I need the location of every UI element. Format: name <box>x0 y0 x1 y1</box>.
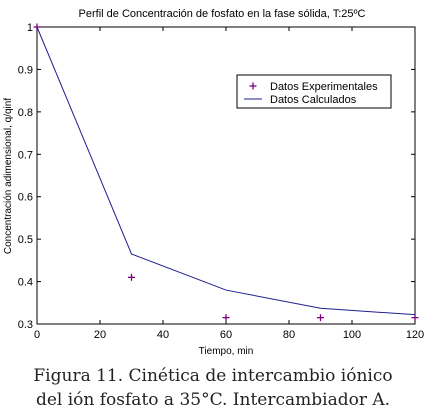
y-tick-label: 0.5 <box>18 234 33 246</box>
data-point-experimental <box>317 314 324 322</box>
y-tick-label: 0.9 <box>18 64 33 76</box>
legend-box <box>236 74 392 109</box>
y-tick-label: 0.8 <box>18 107 33 119</box>
data-point-experimental <box>128 273 135 281</box>
series-line-calculados <box>36 26 416 316</box>
chart-svg: Perfil de Concentración de fosfato en la… <box>3 8 424 357</box>
figure-caption: Figura 11. Cinética de intercambio iónic… <box>0 364 426 412</box>
caption-line-2: del ión fosfato a 35°C. Intercambiador A… <box>35 390 391 410</box>
y-tick-label: 0.7 <box>18 149 33 161</box>
legend-marker-swatch <box>249 82 257 90</box>
x-tick-label: 80 <box>283 329 295 341</box>
y-tick-label: 0.6 <box>18 192 33 204</box>
data-point-experimental <box>222 314 230 322</box>
chart-title: Perfil de Concentración de fosfato en la… <box>79 8 366 20</box>
x-tick-label: 100 <box>343 329 361 341</box>
series-layer <box>33 23 419 322</box>
data-point-experimental <box>411 314 419 322</box>
y-tick-label: 0.4 <box>18 277 33 289</box>
y-tick-label: 0.3 <box>18 319 33 331</box>
y-tick-label: 1 <box>27 22 33 34</box>
x-tick-label: 60 <box>220 329 232 341</box>
x-tick-label: 20 <box>94 329 106 341</box>
x-tick-label: 120 <box>406 329 424 341</box>
chart-figure: Perfil de Concentración de fosfato en la… <box>3 8 424 357</box>
legend-label: Datos Calculados <box>270 94 357 106</box>
x-tick-label: 40 <box>157 329 169 341</box>
caption-line-1: Figura 11. Cinética de intercambio iónic… <box>33 366 393 386</box>
legend-label: Datos Experimentales <box>270 81 378 93</box>
plot-area <box>36 26 416 325</box>
y-axis-label: Concentración adimensional, q/qinf <box>3 98 14 254</box>
axis-ticks: 0 20 40 60 80 100 120 0.3 0.4 0.5 0.6 0.7 0.8 0.9 1 <box>18 22 424 341</box>
x-axis-label: Tiempo, min <box>199 346 254 357</box>
x-tick-label: 0 <box>34 329 40 341</box>
